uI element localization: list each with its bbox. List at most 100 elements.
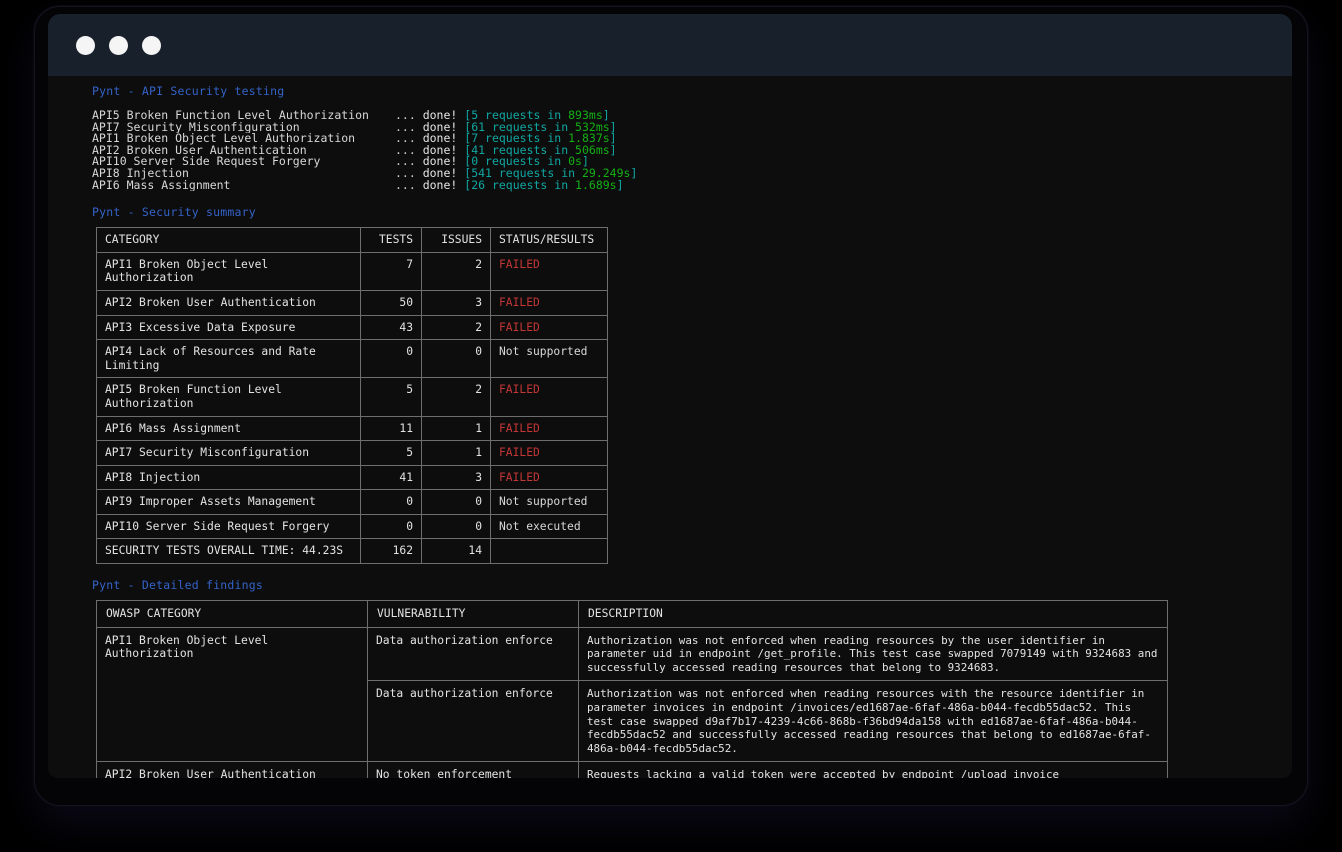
summary-cell-tests: 0 <box>360 339 422 379</box>
findings-header-owasp-category: OWASP CATEGORY <box>96 600 368 628</box>
run-log-bracket-close: ] <box>616 177 624 192</box>
summary-cell-issues: 0 <box>421 489 491 515</box>
summary-cell-status-badge: Not executed <box>490 513 608 540</box>
run-section-title: Pynt - API Security testing <box>92 84 285 98</box>
run-log-test-name: API2 Broken User Authentication <box>92 144 307 157</box>
findings-cell-owasp-category: API2 Broken User Authentication <box>96 761 368 778</box>
summary-cell-category: API3 Excessive Data Exposure <box>96 314 361 341</box>
run-log-dots: ... <box>395 119 423 134</box>
summary-table-row: API6 Mass Assignment 11 1 FAILED <box>96 415 608 442</box>
summary-header-row: CATEGORY TESTS ISSUES STATUS/RESULTS <box>96 227 608 253</box>
summary-cell-status-badge: FAILED <box>490 314 608 341</box>
summary-cell-tests: 5 <box>360 440 422 466</box>
run-log-line: API6 Mass Assignment... done! [26 reques… <box>92 177 1292 192</box>
run-log-dots: ... <box>395 165 423 180</box>
run-log-status: done! <box>422 108 465 122</box>
summary-cell-tests: 0 <box>360 489 422 515</box>
summary-cell-category: API7 Security Misconfiguration <box>96 440 361 466</box>
run-log-bracket-close: ] <box>630 165 638 180</box>
findings-header-vulnerability: VULNERABILITY <box>367 600 579 628</box>
findings-table-row: API2 Broken User Authentication No token … <box>96 761 1168 778</box>
summary-cell-status-badge: FAILED <box>490 464 608 491</box>
run-log-request-count: 7 requests in <box>471 131 569 146</box>
summary-cell-tests: 5 <box>360 377 422 417</box>
summary-cell-issues: 2 <box>421 314 491 341</box>
summary-cell-category: API2 Broken User Authentication <box>96 289 361 316</box>
run-log-duration: 1.837s <box>568 131 610 146</box>
findings-cell-description: Authorization was not enforced when read… <box>578 626 1168 682</box>
findings-cell-vulnerability: No token enforcement <box>367 761 579 778</box>
summary-cell-status-badge: Not supported <box>490 339 608 379</box>
findings-section-title: Pynt - Detailed findings <box>92 578 263 593</box>
summary-cell-tests: 162 <box>360 538 422 565</box>
run-log-request-count: 5 requests in <box>471 108 569 122</box>
summary-table-row: API7 Security Misconfiguration 5 1 FAILED <box>96 440 608 466</box>
maximize-dot-icon[interactable] <box>142 35 161 55</box>
terminal-window: Pynt - API Security testing API5 Broken … <box>48 14 1292 778</box>
run-log-duration: 532ms <box>575 119 610 134</box>
run-log-line: API10 Server Side Request Forgery... don… <box>92 156 1292 168</box>
run-log-line: API8 Injection... done! [541 requests in… <box>92 165 1292 180</box>
summary-header-issues: ISSUES <box>421 227 491 253</box>
run-log: API5 Broken Function Level Authorization… <box>48 108 1292 192</box>
summary-cell-tests: 41 <box>360 464 422 491</box>
run-log-duration: 0s <box>568 154 582 169</box>
findings-table-row: API1 Broken Object Level Authorization Da… <box>96 626 1168 763</box>
run-log-bracket-open: [ <box>464 142 472 157</box>
run-log-bracket-close: ] <box>609 142 617 157</box>
run-log-status: done! <box>422 177 465 192</box>
run-log-test-name: API7 Security Misconfiguration <box>92 121 300 134</box>
summary-cell-tests: 43 <box>360 314 422 341</box>
summary-table-row: API5 Broken Function Level Authorization… <box>96 377 608 417</box>
summary-header-tests: TESTS <box>360 227 422 253</box>
run-log-request-count: 0 requests in <box>471 154 569 169</box>
run-log-bracket-close: ] <box>609 131 617 146</box>
close-dot-icon[interactable] <box>76 35 95 55</box>
summary-cell-issues: 0 <box>421 513 491 540</box>
terminal-body[interactable]: Pynt - API Security testing API5 Broken … <box>48 76 1292 778</box>
run-log-status: done! <box>422 142 465 157</box>
findings-cell-vulnerability: Data authorization enforce <box>367 626 579 682</box>
findings-table-wrap: OWASP CATEGORY VULNERABILITY DESCRIPTION… <box>48 600 1292 778</box>
summary-table-row: SECURITY TESTS OVERALL TIME: 44.23S 162 14 <box>96 538 608 565</box>
summary-cell-category: API6 Mass Assignment <box>96 415 361 442</box>
run-log-status: done! <box>422 165 465 180</box>
summary-cell-issues: 3 <box>421 289 491 316</box>
summary-cell-status-badge <box>490 538 608 565</box>
summary-table-wrap: CATEGORY TESTS ISSUES STATUS/RESULTS API… <box>48 227 1292 565</box>
run-log-dots: ... <box>395 142 423 157</box>
security-summary-table: CATEGORY TESTS ISSUES STATUS/RESULTS API… <box>96 227 608 565</box>
run-log-bracket-open: [ <box>464 165 472 180</box>
run-log-request-count: 41 requests in <box>471 142 576 157</box>
summary-table-row: API3 Excessive Data Exposure 43 2 FAILED <box>96 314 608 341</box>
summary-cell-issues: 3 <box>421 464 491 491</box>
summary-cell-category: API5 Broken Function Level Authorization <box>96 377 361 417</box>
run-log-line: API1 Broken Object Level Authorization..… <box>92 133 1292 145</box>
minimize-dot-icon[interactable] <box>109 35 128 55</box>
summary-cell-issues: 2 <box>421 251 491 291</box>
run-log-dots: ... <box>395 131 423 146</box>
summary-cell-status-badge: FAILED <box>490 440 608 466</box>
summary-header-category: CATEGORY <box>96 227 361 253</box>
run-log-line: API2 Broken User Authentication... done!… <box>92 142 1292 157</box>
findings-cell-owasp-category: API1 Broken Object Level Authorization <box>96 626 368 763</box>
terminal-titlebar[interactable] <box>48 14 1292 76</box>
summary-table-row: API2 Broken User Authentication 50 3 FAILED <box>96 289 608 316</box>
summary-cell-status-badge: FAILED <box>490 251 608 291</box>
run-log-request-count: 541 requests in <box>471 165 582 180</box>
run-log-dots: ... <box>395 177 423 192</box>
summary-cell-issues: 1 <box>421 415 491 442</box>
findings-cell-description: Requests lacking a valid token were acce… <box>578 761 1168 778</box>
summary-cell-category: API10 Server Side Request Forgery <box>96 513 361 540</box>
summary-cell-category: API1 Broken Object Level Authorization <box>96 251 361 291</box>
run-log-request-count: 26 requests in <box>471 177 576 192</box>
summary-section-title: Pynt - Security summary <box>92 205 256 220</box>
run-log-bracket-close: ] <box>609 119 617 134</box>
run-log-duration: 506ms <box>575 142 610 157</box>
run-log-duration: 29.249s <box>581 165 631 180</box>
run-log-test-name: API1 Broken Object Level Authorization <box>92 133 356 145</box>
run-log-status: done! <box>422 119 465 134</box>
summary-cell-category: API8 Injection <box>96 464 361 491</box>
summary-table-row: API8 Injection 41 3 FAILED <box>96 464 608 491</box>
summary-cell-status-badge: FAILED <box>490 289 608 316</box>
